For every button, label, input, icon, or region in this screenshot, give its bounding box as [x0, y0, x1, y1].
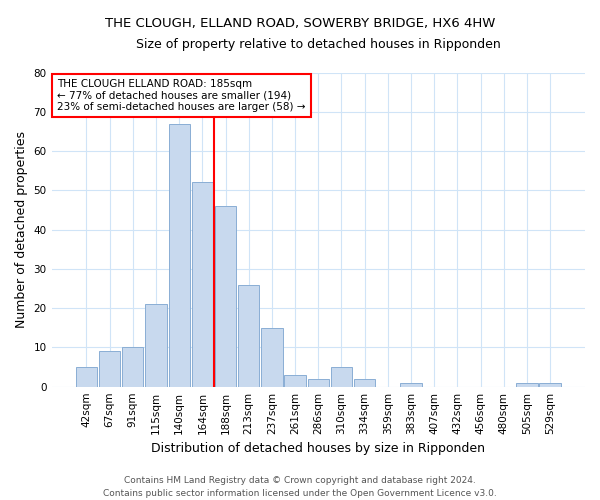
Text: THE CLOUGH ELLAND ROAD: 185sqm
← 77% of detached houses are smaller (194)
23% of: THE CLOUGH ELLAND ROAD: 185sqm ← 77% of …	[57, 79, 305, 112]
Bar	[539, 383, 561, 386]
Bar	[354, 379, 375, 386]
Text: Contains HM Land Registry data © Crown copyright and database right 2024.
Contai: Contains HM Land Registry data © Crown c…	[103, 476, 497, 498]
Bar	[238, 284, 259, 386]
Title: Size of property relative to detached houses in Ripponden: Size of property relative to detached ho…	[136, 38, 500, 51]
Bar	[122, 348, 143, 387]
Bar	[261, 328, 283, 386]
Bar	[169, 124, 190, 386]
Bar	[400, 383, 422, 386]
Bar	[145, 304, 167, 386]
Bar	[99, 352, 120, 386]
Y-axis label: Number of detached properties: Number of detached properties	[15, 131, 28, 328]
Bar	[308, 379, 329, 386]
Bar	[215, 206, 236, 386]
Bar	[331, 367, 352, 386]
Bar	[516, 383, 538, 386]
X-axis label: Distribution of detached houses by size in Ripponden: Distribution of detached houses by size …	[151, 442, 485, 455]
Text: THE CLOUGH, ELLAND ROAD, SOWERBY BRIDGE, HX6 4HW: THE CLOUGH, ELLAND ROAD, SOWERBY BRIDGE,…	[105, 18, 495, 30]
Bar	[191, 182, 213, 386]
Bar	[76, 367, 97, 386]
Bar	[284, 375, 306, 386]
